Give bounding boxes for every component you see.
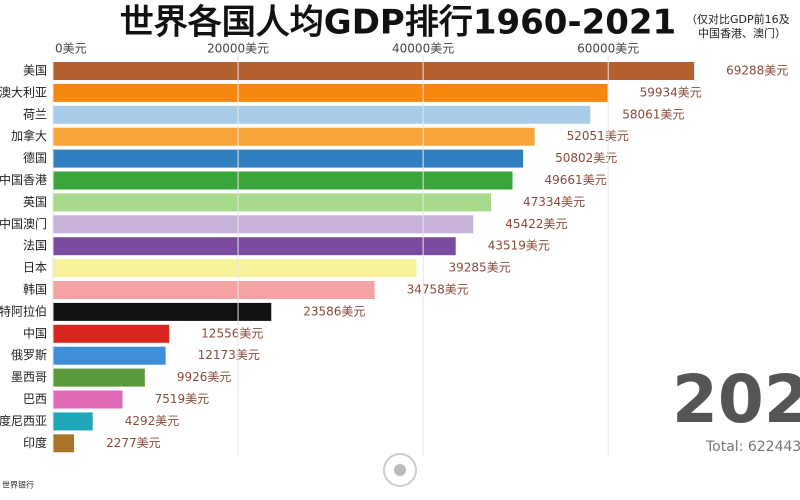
value-label: 9926美元	[177, 370, 232, 384]
value-label: 4292美元	[125, 414, 180, 428]
category-label: 澳大利亚	[0, 85, 47, 99]
value-label: 12173美元	[198, 348, 260, 362]
value-label: 47334美元	[523, 195, 585, 209]
bar	[53, 259, 417, 278]
category-label: 中国	[23, 325, 47, 340]
logo	[383, 453, 417, 487]
bar	[53, 127, 535, 146]
x-tick-label: 20000美元	[207, 42, 269, 56]
subtitle: （仅对比GDP前16及	[686, 12, 790, 26]
bar	[53, 390, 123, 409]
value-label: 7519美元	[155, 392, 210, 406]
value-label: 12556美元	[201, 326, 263, 340]
category-label: 荷兰	[23, 107, 47, 121]
value-label: 52051美元	[567, 129, 629, 143]
value-label: 45422美元	[505, 217, 567, 231]
category-label: 德国	[23, 150, 47, 165]
category-label: 沙特阿拉伯	[0, 303, 47, 318]
category-label: 加拿大	[11, 128, 47, 143]
category-label: 俄罗斯	[11, 348, 47, 362]
bar	[53, 281, 375, 299]
bar	[53, 412, 93, 431]
value-label: 34758美元	[407, 283, 469, 297]
year: 202	[672, 361, 800, 438]
value-label: 49661美元	[545, 173, 607, 187]
category-label: 日本	[23, 261, 47, 275]
category-label: 法国	[23, 239, 47, 253]
bar	[53, 105, 591, 124]
x-tick-label: 0美元	[55, 42, 87, 56]
bar	[53, 434, 75, 453]
bar	[53, 346, 166, 365]
bar	[53, 193, 491, 212]
value-label: 43519美元	[488, 239, 550, 253]
category-label: 美国	[23, 64, 47, 78]
category-label: 中国澳门	[0, 216, 47, 231]
value-label: 39285美元	[449, 261, 511, 275]
bar	[53, 215, 474, 234]
total: Total: 622443	[705, 439, 800, 455]
chart-title: 世界各国人均GDP排行1960-2021	[120, 3, 676, 43]
value-label: 69288美元	[726, 64, 788, 78]
bar	[53, 62, 695, 80]
bar	[53, 302, 272, 321]
value-label: 23586美元	[303, 304, 365, 318]
category-label: 英国	[23, 195, 47, 209]
source: 世界银行	[2, 480, 34, 490]
category-label: 中国香港	[0, 172, 47, 187]
category-label: 韩国	[23, 282, 47, 297]
bar	[53, 237, 456, 256]
category-label: 印度尼西亚	[0, 413, 47, 428]
bar	[53, 368, 145, 387]
bar	[53, 171, 513, 190]
category-label: 印度	[23, 435, 47, 450]
value-label: 50802美元	[555, 151, 617, 165]
bar	[53, 324, 170, 343]
value-label: 58061美元	[622, 107, 684, 121]
value-label: 59934美元	[640, 85, 702, 99]
value-label: 2277美元	[106, 436, 161, 450]
bar	[53, 83, 608, 102]
bar	[53, 149, 524, 168]
x-tick-label: 60000美元	[577, 42, 639, 56]
category-label: 墨西哥	[11, 370, 47, 384]
x-tick-label: 40000美元	[392, 42, 454, 56]
subtitle: 中国香港、澳门）	[698, 26, 786, 40]
category-label: 巴西	[23, 392, 47, 406]
